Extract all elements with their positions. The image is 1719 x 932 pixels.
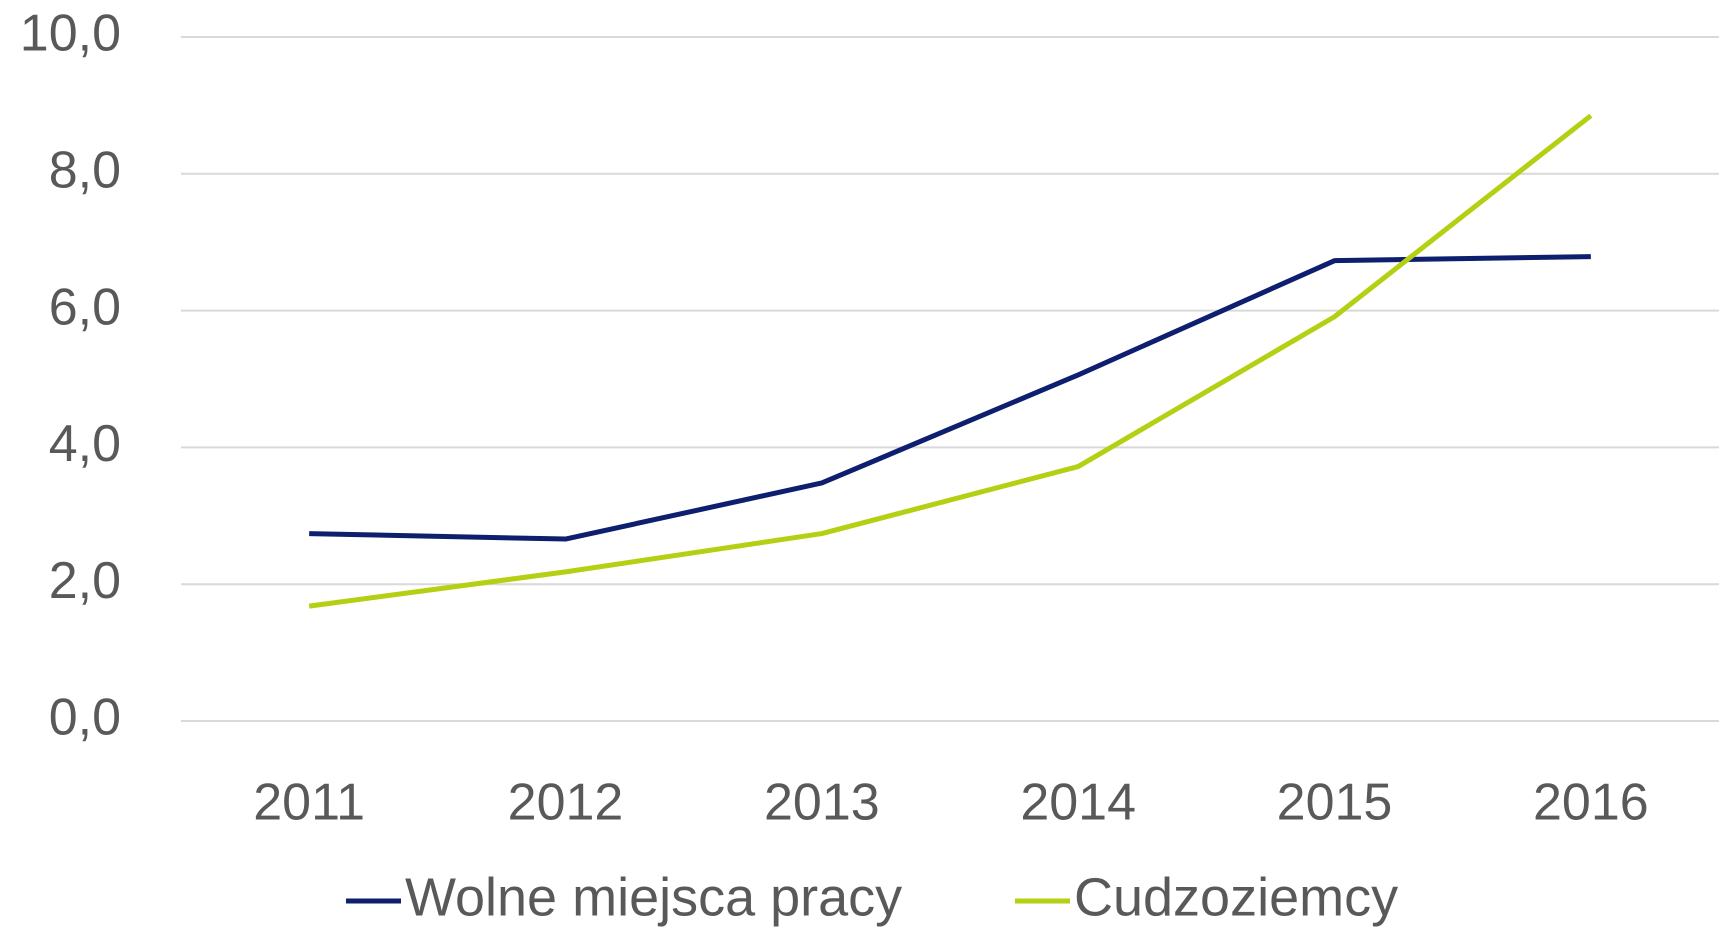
y-tick-label: 6,0 (49, 278, 121, 336)
line-series (308, 113, 1593, 609)
line-series (309, 254, 1591, 542)
legend-label: Wolne miejsca pracy (405, 867, 902, 927)
x-tick-label: 2014 (1020, 774, 1136, 832)
y-tick-label: 2,0 (49, 552, 121, 610)
legend-label: Cudzoziemcy (1074, 867, 1398, 927)
x-tick-label: 2013 (764, 774, 880, 832)
x-tick-label: 2012 (508, 774, 624, 832)
y-tick-label: 0,0 (49, 689, 121, 747)
y-tick-label: 8,0 (49, 142, 121, 200)
x-tick-label: 2015 (1277, 774, 1393, 832)
y-tick-label: 4,0 (49, 415, 121, 473)
x-tick-label: 2016 (1533, 774, 1649, 832)
y-tick-label: 10,0 (20, 5, 121, 63)
x-tick-label: 2011 (253, 774, 365, 832)
